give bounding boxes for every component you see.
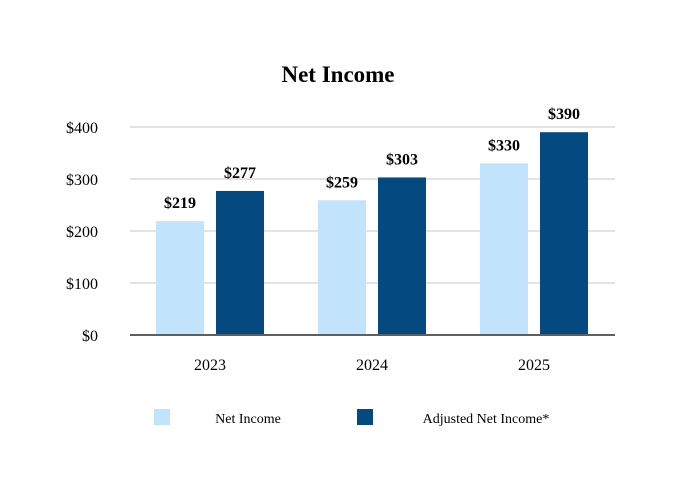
bars <box>156 132 588 335</box>
bar-net-income-2025 <box>480 163 528 335</box>
legend-swatch-adjusted-net-income <box>357 409 373 425</box>
legend-label-net-income: Net Income <box>215 412 281 427</box>
y-tick-label: $400 <box>66 120 98 137</box>
legend-swatch-net-income <box>154 409 170 425</box>
x-tick-label: 2023 <box>194 357 226 374</box>
data-labels: $219 $277 $259 $303 $330 $390 <box>164 106 580 212</box>
y-tick-label: $300 <box>66 172 98 189</box>
bar-adjusted-net-income-2024 <box>378 177 426 335</box>
y-tick-label: $100 <box>66 276 98 293</box>
data-label: $303 <box>386 151 418 168</box>
gridlines <box>130 126 615 284</box>
y-tick-label: $0 <box>82 328 98 345</box>
legend: Net Income Adjusted Net Income* <box>154 409 549 427</box>
x-axis-ticks: 2023 2024 2025 <box>194 357 550 374</box>
data-label: $277 <box>224 165 256 182</box>
data-label: $330 <box>488 137 520 154</box>
y-tick-label: $200 <box>66 224 98 241</box>
bar-adjusted-net-income-2023 <box>216 190 264 335</box>
x-tick-label: 2025 <box>518 357 550 374</box>
legend-label-adjusted-net-income: Adjusted Net Income* <box>423 412 550 427</box>
data-label: $219 <box>164 195 196 212</box>
data-label: $390 <box>548 106 580 123</box>
bar-net-income-2024 <box>318 200 366 335</box>
bar-net-income-2023 <box>156 221 204 335</box>
data-label: $259 <box>326 174 358 191</box>
chart-title: Net Income <box>281 62 394 87</box>
y-axis-ticks: $0 $100 $200 $300 $400 <box>66 120 98 345</box>
bar-adjusted-net-income-2025 <box>540 132 588 335</box>
x-tick-label: 2024 <box>356 357 388 374</box>
